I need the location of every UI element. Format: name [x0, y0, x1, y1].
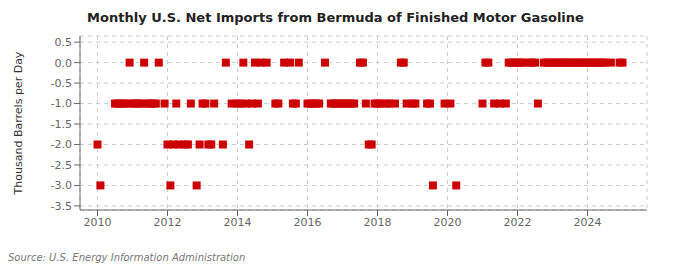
svg-text:2024: 2024 — [574, 216, 602, 229]
svg-text:2014: 2014 — [224, 216, 252, 229]
svg-text:0.0: 0.0 — [55, 57, 73, 70]
svg-text:2012: 2012 — [154, 216, 182, 229]
svg-text:2018: 2018 — [364, 216, 392, 229]
svg-text:2016: 2016 — [294, 216, 322, 229]
svg-text:-3.5: -3.5 — [51, 200, 72, 213]
svg-text:-2.0: -2.0 — [51, 138, 72, 151]
html-text:Monthly U.S. Net Imports from: Monthly U.S. Net Imports from Bermuda of… — [87, 10, 584, 25]
svg-text:-3.0: -3.0 — [51, 179, 72, 192]
svg-text:Thousand Barrels per Day: Thousand Barrels per Day — [12, 51, 25, 195]
svg-text:-1.5: -1.5 — [51, 118, 72, 131]
svg-text:2020: 2020 — [434, 216, 462, 229]
svg-text:-0.5: -0.5 — [51, 77, 72, 90]
svg-text:2022: 2022 — [504, 216, 532, 229]
svg-text:-2.5: -2.5 — [51, 159, 72, 172]
svg-text:-1.0: -1.0 — [51, 97, 72, 110]
svg-text:0.5: 0.5 — [55, 36, 73, 49]
html-text:Source: U.S. Energy Informatio: Source: U.S. Energy Information Administ… — [8, 252, 246, 263]
svg-text:2010: 2010 — [84, 216, 112, 229]
